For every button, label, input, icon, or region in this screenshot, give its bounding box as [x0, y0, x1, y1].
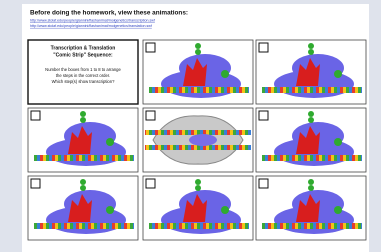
box-text: Which step(s) show transcription?: [52, 79, 116, 84]
checkbox: [259, 111, 268, 120]
worksheet: Before doing the homework, view these an…: [0, 0, 381, 252]
checkbox: [146, 43, 155, 52]
box-text: Number the boxes from 1 to 8 to arrange: [45, 67, 121, 72]
page: {"header": {"title": "Before doing the h…: [0, 0, 381, 252]
link[interactable]: http://www.stolaf.edu/people/giannini/fl…: [30, 18, 155, 22]
link[interactable]: http://www.stolaf.edu/people/giannini/fl…: [30, 24, 152, 28]
box-text: the steps in the correct order.: [56, 73, 110, 78]
checkbox: [146, 111, 155, 120]
checkbox: [259, 43, 268, 52]
checkbox: [31, 179, 40, 188]
checkbox: [259, 179, 268, 188]
title: Before doing the homework, view these an…: [30, 10, 188, 17]
checkbox: [146, 179, 155, 188]
checkbox: [31, 111, 40, 120]
box-title: Transcription & Translation: [51, 45, 116, 51]
box-title: "Comic Strip" Sequence:: [53, 52, 113, 58]
